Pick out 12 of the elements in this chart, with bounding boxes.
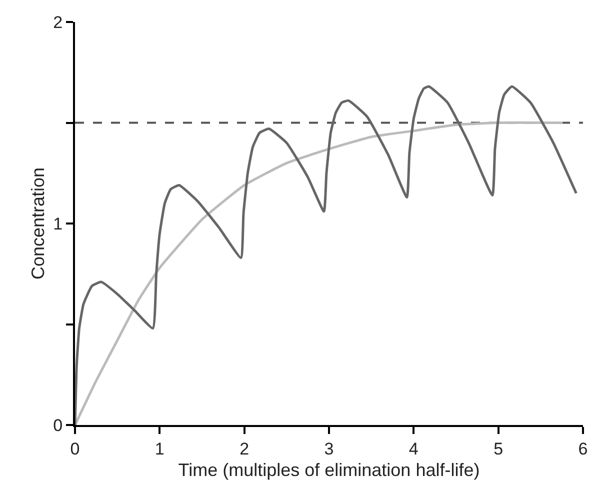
y-tick-label: 2 (53, 12, 63, 32)
y-tick-label: 1 (53, 214, 63, 234)
x-tick-label: 5 (494, 439, 504, 458)
x-tick-label: 6 (578, 439, 588, 458)
x-tick-label: 0 (70, 439, 80, 458)
x-tick-label: 4 (408, 439, 418, 458)
x-axis-title: Time (multiples of elimination half-life) (178, 460, 480, 480)
y-tick-label: 0 (53, 416, 63, 435)
x-tick-label: 2 (240, 439, 250, 458)
x-tick-label: 3 (324, 439, 334, 458)
x-tick-label: 1 (154, 439, 164, 458)
y-axis-title: Concentration (28, 167, 48, 280)
